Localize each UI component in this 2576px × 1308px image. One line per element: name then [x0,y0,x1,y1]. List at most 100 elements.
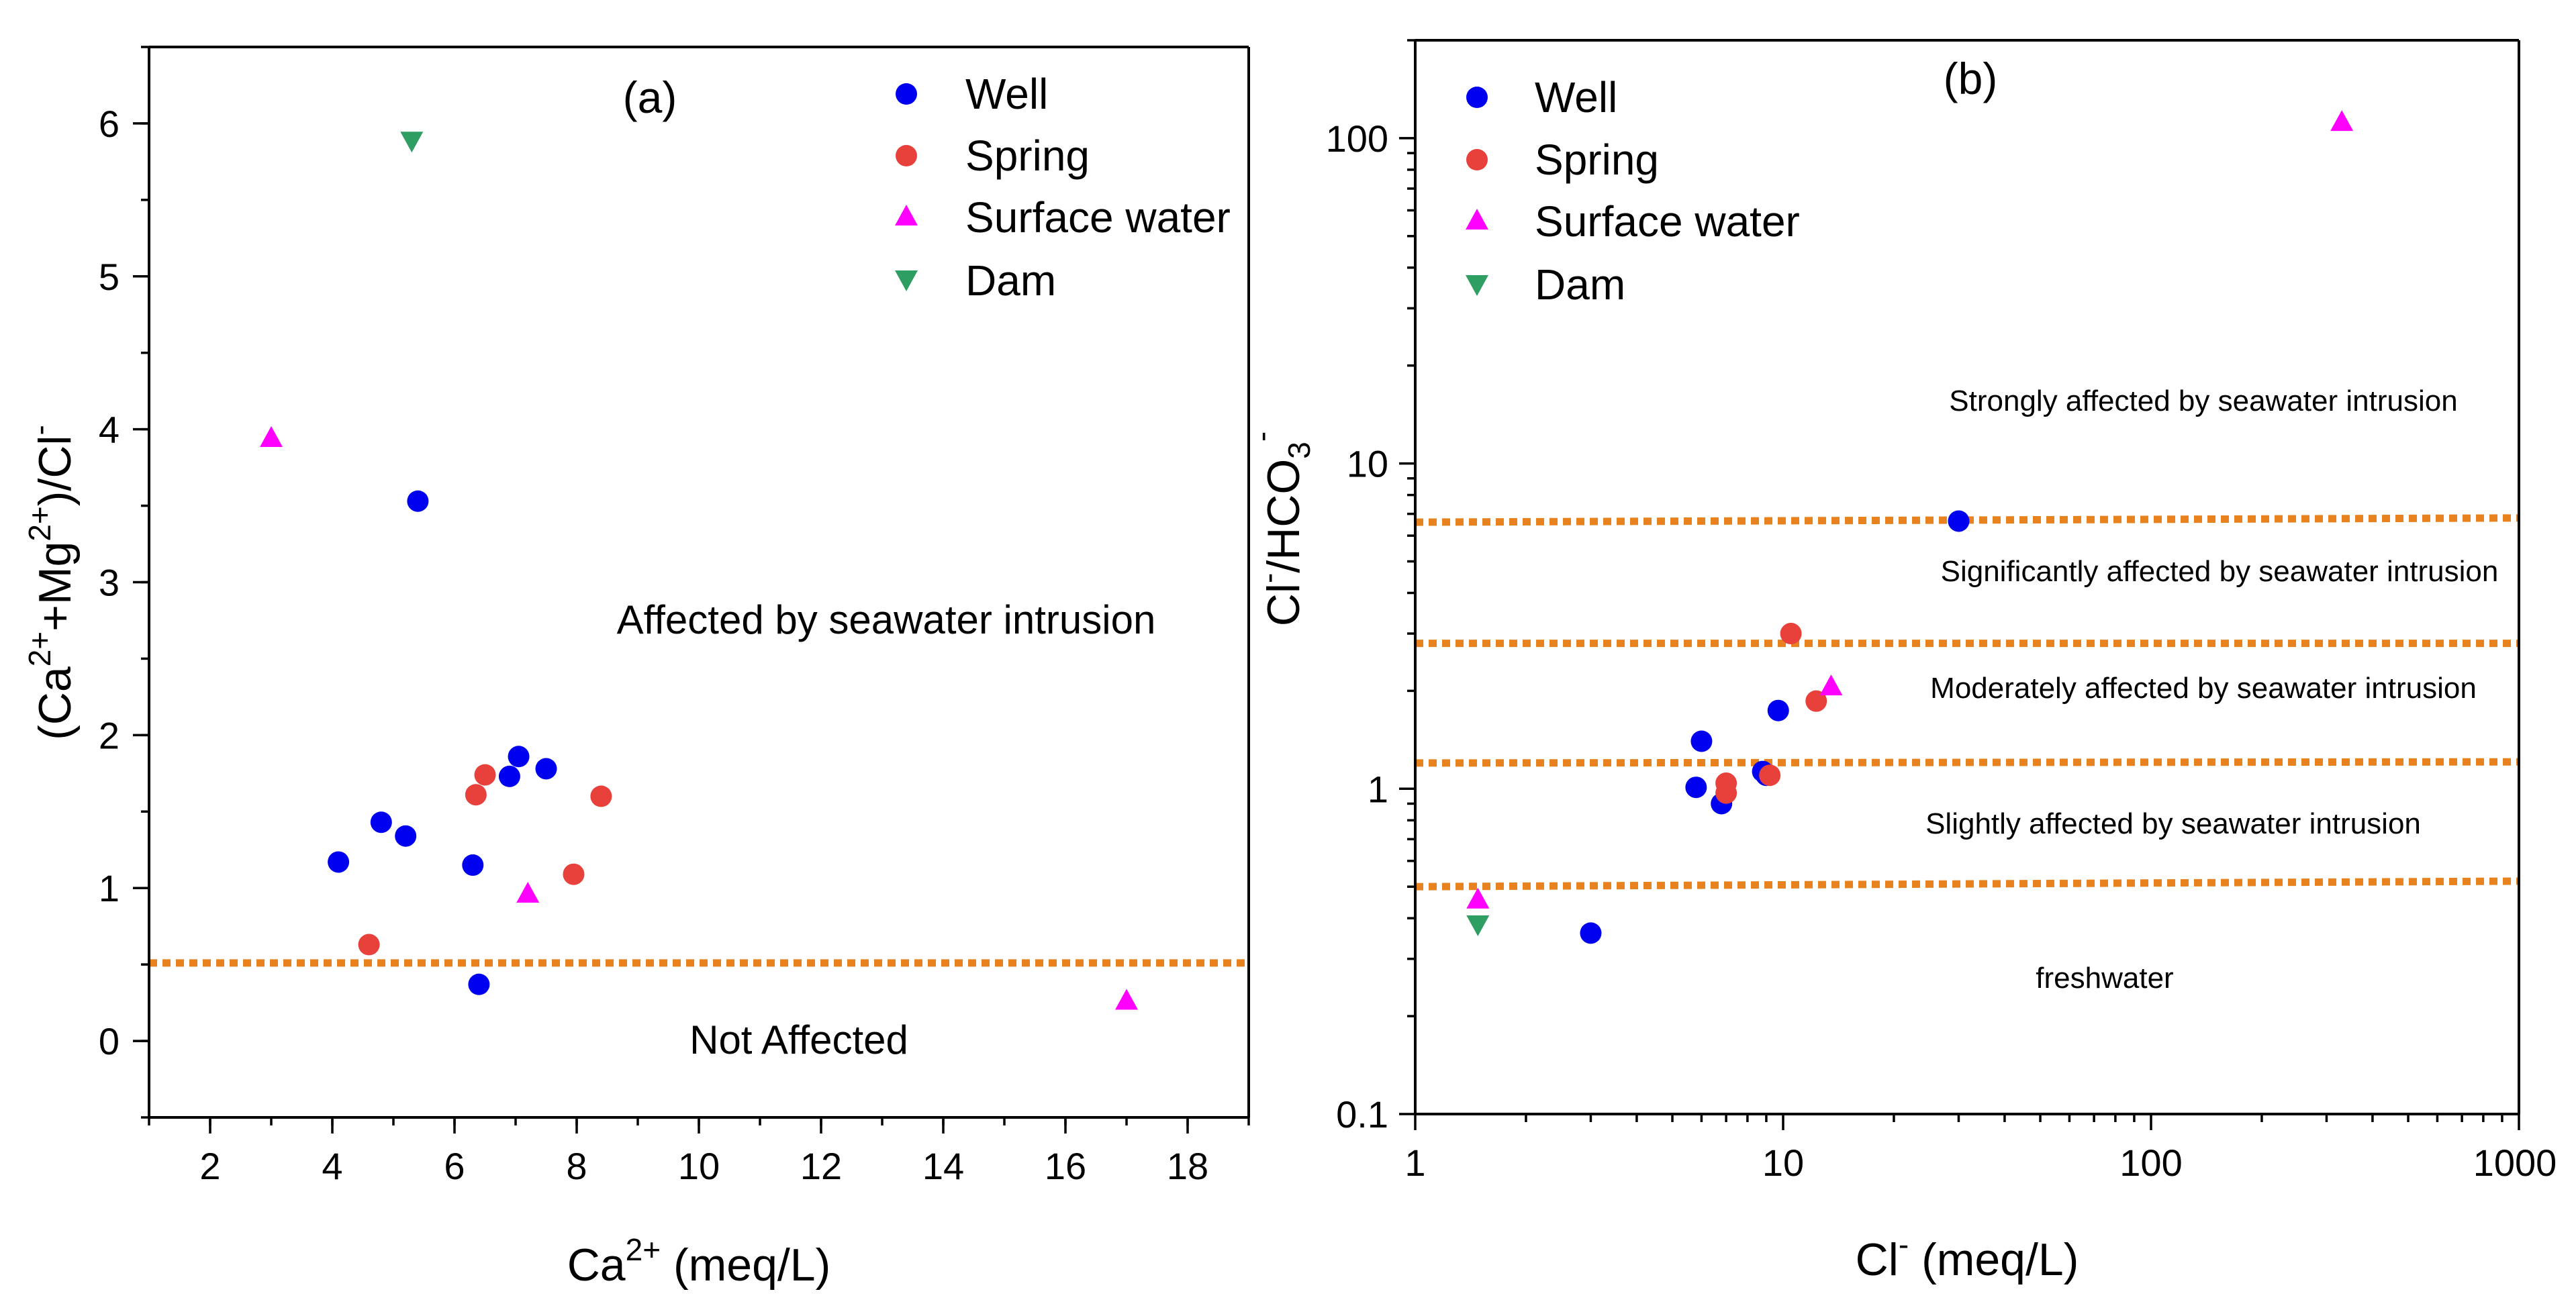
panel-a-point-well-1 [370,811,392,834]
panel-b-label: (b) [1944,54,1998,103]
panel-a-y-tick-label: 2 [99,714,120,756]
panel-a-x-tick-label: 16 [1045,1145,1086,1187]
panel-b-point-well-2 [1690,730,1713,752]
panel-a-ylabel-p3: )/Cl [30,435,81,506]
panel-b-point-well-6 [1767,699,1789,721]
panel-b-point-spring-4 [1805,690,1827,712]
panel-b-point-spring-2 [1759,764,1781,787]
panel-a-point-well-4 [462,854,484,876]
panel-a-point-spring-0 [358,934,380,956]
panel-b-x-ticks: 1 10 100 1000 [1404,1114,2557,1184]
panel-a-x-axis-title: Ca2+ (meq/L) [567,1232,831,1291]
legend-b-dam-marker [1466,275,1488,296]
legend-a-well-label: Well [965,70,1048,118]
panel-b-x-tick-label: 10 [1762,1142,1804,1184]
panel-b-x-tick-label: 100 [2119,1142,2182,1184]
panel-a-ylabel-p1: (Ca [30,666,81,740]
panel-b-ylabel-sub: 3 [1282,442,1317,459]
panel-b-data-points [1466,110,2354,944]
panel-b-zone-freshwater: freshwater [2036,962,2173,995]
panel-a-y-axis-title: (Ca2++Mg2+)/Cl- [22,425,81,740]
panel-b-point-surface-water-2 [2330,110,2354,132]
panel-b-chart: 1 10 100 1000 0.1 1 10 100 (b) Strongly affect… [1244,39,2557,1285]
legend-a-dam-marker [895,270,918,291]
panel-a-point-well-0 [328,851,350,873]
legend-a-well-marker [896,83,917,105]
panel-b-zone-significantly: Significantly affected by seawater intru… [1941,555,2499,588]
legend-a-spring-label: Spring [965,132,1090,180]
panel-a-ylabel-s3: - [22,425,57,435]
panel-b-threshold-line [1415,877,2520,891]
panel-a-x-tick-label: 6 [444,1145,465,1187]
panel-a-point-spring-1 [465,784,487,806]
panel-b-y-tick-label: 10 [1347,443,1388,485]
panel-a-y-tick-label: 0 [99,1020,120,1062]
panel-b-point-dam-0 [1466,915,1490,936]
panel-b-ylabel-s1: - [1251,573,1286,583]
panel-a-y-tick-label: 6 [99,103,120,145]
panel-b-point-spring-1 [1715,772,1737,795]
panel-a-annotation-affected: Affected by seawater intrusion [617,597,1156,642]
panel-a-point-surface-water-2 [1115,989,1138,1010]
panel-b-ylabel-s2: - [1244,432,1279,442]
legend-b-well-marker [1466,87,1488,108]
panel-a-point-well-2 [395,825,417,847]
panel-b-x-tick-label: 1 [1404,1142,1425,1184]
panel-b-y-tick-label: 100 [1326,117,1388,160]
panel-b-x-tick-label: 1000 [2473,1142,2557,1184]
panel-b-xlabel-rest: (meq/L) [1909,1234,2079,1285]
panel-a-point-well-6 [498,765,520,787]
panel-a-point-spring-2 [474,764,496,786]
panel-a-point-well-5 [468,973,490,995]
panel-a-x-tick-label: 4 [322,1145,342,1187]
panel-a-xlabel-sup: 2+ [626,1232,661,1267]
panel-b-zone-strongly: Strongly affected by seawater intrusion [1949,385,2457,417]
panel-a-ylabel-p2: +Mg [30,542,81,632]
panel-a-x-tick-label: 2 [199,1145,220,1187]
legend-b-surface-water-marker [1466,209,1488,230]
panel-a-ylabel-s1: 2+ [22,632,57,666]
legend-a-spring-marker [896,145,917,166]
legend-b-dam-label: Dam [1535,260,1625,309]
panel-a-x-tick-label: 12 [800,1145,842,1187]
panel-b-point-well-1 [1685,776,1707,799]
panel-b-ylabel-p1: Cl [1258,583,1309,626]
panel-a-x-tick-label: 14 [922,1145,964,1187]
panel-a-point-surface-water-0 [260,426,283,448]
panel-a-xlabel-base: Ca [567,1240,626,1291]
panel-a-x-tick-label: 18 [1167,1145,1208,1187]
panel-a-point-well-3 [407,490,429,512]
panel-b-y-ticks: 0.1 1 10 100 [1326,39,1415,1136]
legend-a-surface-water-label: Surface water [965,193,1231,242]
legend-b-spring-marker [1466,149,1488,170]
panel-a-point-spring-4 [590,785,612,807]
panel-a-label: (a) [623,72,677,122]
panel-a-ylabel-s2: 2+ [22,506,57,541]
panel-b-x-axis-title: Cl- (meq/L) [1856,1227,2079,1285]
legend-a-dam-label: Dam [965,256,1056,305]
panel-a-xlabel-rest: (meq/L) [661,1240,830,1291]
panel-b-point-surface-water-1 [1819,674,1843,696]
legend-b-well-label: Well [1535,73,1617,121]
panel-b-ylabel-p2: /HCO [1258,459,1309,573]
panel-a-x-tick-label: 10 [678,1145,720,1187]
panel-b-zone-slightly: Slightly affected by seawater intrusion [1925,807,2421,840]
panel-b-point-surface-water-0 [1466,887,1490,909]
legend-a-surface-water-marker [895,205,918,225]
panel-b-y-axis-title: Cl-/HCO3- [1244,432,1317,626]
panel-b-point-well-0 [1580,922,1602,944]
panel-b-threshold-line [1415,758,2520,767]
panel-b-point-spring-3 [1780,623,1802,645]
legend-b-surface-water-label: Surface water [1535,197,1800,246]
panel-b-point-well-7 [1948,510,1970,532]
panel-a-point-well-8 [535,758,557,780]
panel-a-legend: Well Spring Surface water Dam [895,70,1231,305]
panel-a-y-tick-label: 3 [99,562,120,604]
panel-a-x-ticks: 2 4 6 8 10 12 14 16 18 [148,1117,1250,1187]
panel-a-y-tick-label: 5 [99,256,120,298]
panel-a-point-spring-3 [563,863,585,885]
legend-b-spring-label: Spring [1535,136,1659,184]
panel-a-annotation-not-affected: Not Affected [689,1017,908,1062]
panel-b-xlabel-base: Cl [1856,1234,1899,1285]
